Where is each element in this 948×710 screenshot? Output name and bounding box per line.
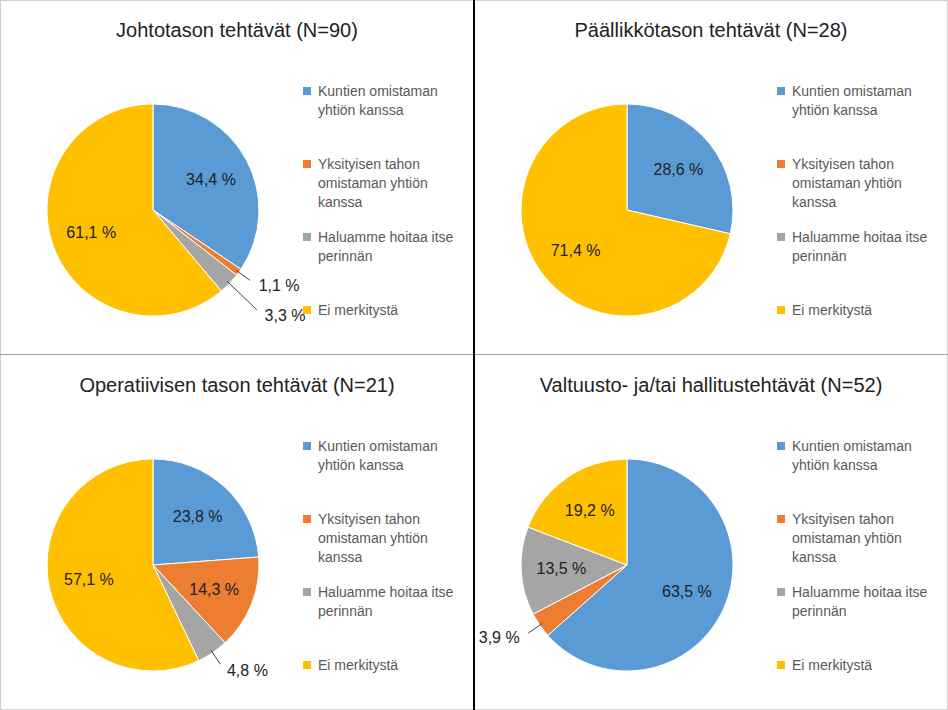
svg-text:19,2 %: 19,2 % bbox=[565, 502, 615, 519]
html-text:Yksityisen tahon omistaman yht: Yksityisen tahon omistaman yhtiön kanssa bbox=[792, 156, 902, 210]
svg-text:63,5 %: 63,5 % bbox=[662, 583, 712, 600]
html-text:Valtuusto- ja/tai hallitusteht: Valtuusto- ja/tai hallitustehtävät (N=52… bbox=[539, 374, 883, 396]
html-text:Kuntien omistaman yhtiön kanss: Kuntien omistaman yhtiön kanssa bbox=[318, 438, 438, 473]
html-text:Yksityisen tahon omistaman yht: Yksityisen tahon omistaman yhtiön kanssa bbox=[318, 511, 428, 565]
html-text:Ei merkitystä: Ei merkitystä bbox=[792, 302, 873, 318]
svg-text:1,1 %: 1,1 % bbox=[259, 277, 300, 294]
svg-text:28,6 %: 28,6 % bbox=[654, 161, 704, 178]
html-text:Haluamme hoitaa itse perinnän: Haluamme hoitaa itse perinnän bbox=[318, 584, 454, 619]
svg-text:14,3 %: 14,3 % bbox=[189, 581, 239, 598]
svg-text:4,8 %: 4,8 % bbox=[227, 662, 268, 679]
svg-text:3,3 %: 3,3 % bbox=[265, 307, 306, 324]
svg-text:3,9 %: 3,9 % bbox=[479, 629, 520, 646]
svg-text:34,4 %: 34,4 % bbox=[186, 171, 236, 188]
html-text:Kuntien omistaman yhtiön kanss: Kuntien omistaman yhtiön kanssa bbox=[792, 83, 912, 118]
svg-text:57,1 %: 57,1 % bbox=[64, 571, 114, 588]
html-text:Johtotason tehtävät (N=90): Johtotason tehtävät (N=90) bbox=[116, 19, 358, 41]
svg-text:71,4 %: 71,4 % bbox=[551, 242, 601, 259]
svg-text:61,1 %: 61,1 % bbox=[66, 224, 116, 241]
svg-text:13,5 %: 13,5 % bbox=[536, 560, 586, 577]
html-text:Haluamme hoitaa itse perinnän: Haluamme hoitaa itse perinnän bbox=[318, 229, 454, 264]
html-text:Ei merkitystä: Ei merkitystä bbox=[792, 657, 873, 673]
html-text:Päällikkötason tehtävät (N=28): Päällikkötason tehtävät (N=28) bbox=[574, 19, 848, 41]
html-text:Operatiivisen tason tehtävät (: Operatiivisen tason tehtävät (N=21) bbox=[79, 374, 395, 396]
html-text:Yksityisen tahon omistaman yht: Yksityisen tahon omistaman yhtiön kanssa bbox=[792, 511, 902, 565]
html-text:Haluamme hoitaa itse perinnän: Haluamme hoitaa itse perinnän bbox=[792, 229, 928, 264]
svg-text:23,8 %: 23,8 % bbox=[173, 508, 223, 525]
html-text:Kuntien omistaman yhtiön kanss: Kuntien omistaman yhtiön kanssa bbox=[318, 83, 438, 118]
html-text:Ei merkitystä: Ei merkitystä bbox=[318, 657, 399, 673]
html-text:Yksityisen tahon omistaman yht: Yksityisen tahon omistaman yhtiön kanssa bbox=[318, 156, 428, 210]
html-text:Haluamme hoitaa itse perinnän: Haluamme hoitaa itse perinnän bbox=[792, 584, 928, 619]
html-text:Kuntien omistaman yhtiön kanss: Kuntien omistaman yhtiön kanssa bbox=[792, 438, 912, 473]
html-text:Ei merkitystä: Ei merkitystä bbox=[318, 302, 399, 318]
